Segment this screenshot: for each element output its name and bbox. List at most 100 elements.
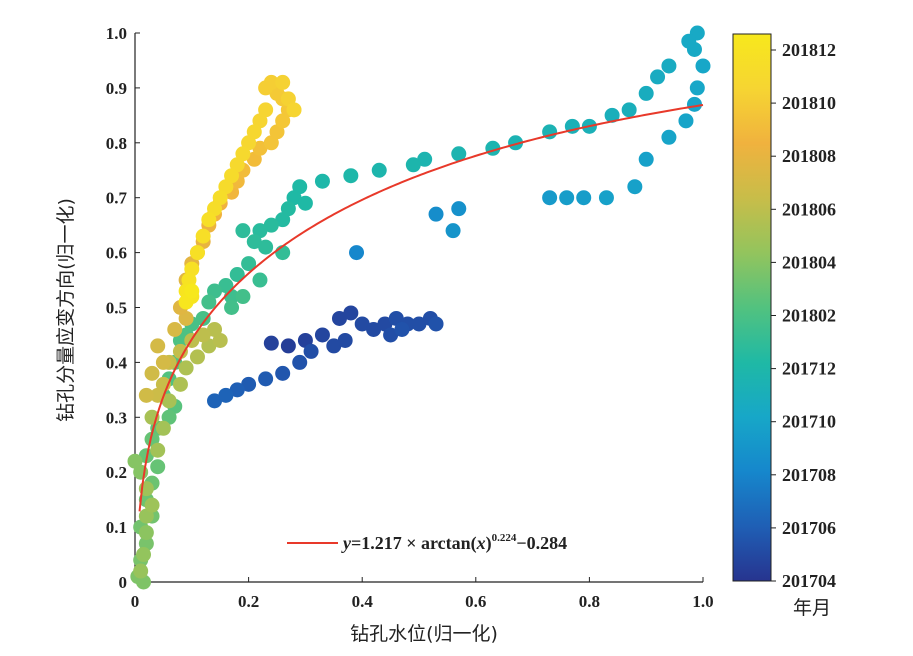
scatter-point — [207, 321, 223, 337]
scatter-point — [678, 113, 694, 129]
colorbar-tick-label: 201808 — [782, 146, 836, 166]
colorbar-tick-label: 201706 — [782, 518, 836, 538]
scatter-point — [366, 321, 382, 337]
legend: y=1.217 × arctan(x)0.224−0.284 — [287, 532, 567, 554]
legend-eq-tail: −0.284 — [516, 533, 567, 553]
scatter-point — [661, 58, 677, 74]
scatter-point — [508, 135, 524, 151]
scatter-point — [428, 206, 444, 222]
scatter-point — [405, 157, 421, 173]
scatter-point — [195, 228, 211, 244]
scatter-point — [349, 245, 365, 261]
scatter-point — [604, 107, 620, 123]
scatter-point — [138, 525, 154, 541]
x-tick-label: 0 — [131, 592, 140, 611]
x-tick-label: 0.4 — [352, 592, 374, 611]
scatter-point — [428, 316, 444, 332]
scatter-point — [144, 365, 160, 381]
scatter-point — [343, 168, 359, 184]
colorbar-tick-label: 201712 — [782, 359, 836, 379]
scatter-point — [138, 387, 154, 403]
scatter-point — [189, 245, 205, 261]
scatter-point — [263, 74, 279, 90]
scatter-point — [559, 190, 575, 206]
colorbar — [732, 33, 772, 582]
scatter-point — [314, 327, 330, 343]
y-axis-ticks: 0 0.1 0.2 0.3 0.4 0.5 0.6 0.7 0.8 0.9 1.0 — [106, 24, 140, 592]
y-tick-label: 0 — [119, 573, 128, 592]
x-tick-label: 0.6 — [465, 592, 486, 611]
scatter-point — [598, 190, 614, 206]
scatter-point — [451, 146, 467, 162]
colorbar-ticks: 201812 201810 201808 201806 201804 201802 2017… — [771, 40, 836, 591]
legend-eq-exp: 0.224 — [492, 532, 517, 544]
scatter-point — [576, 190, 592, 206]
scatter-point — [161, 393, 177, 409]
scatter-point — [229, 267, 245, 283]
x-tick-label: 0.2 — [238, 592, 259, 611]
scatter-point — [167, 321, 183, 337]
scatter-point — [638, 151, 654, 167]
colorbar-title: 年月 — [793, 597, 831, 619]
colorbar-tick-label: 201810 — [782, 93, 836, 113]
y-tick-label: 0.8 — [106, 134, 127, 153]
scatter-point — [275, 74, 291, 90]
scatter-point — [445, 223, 461, 239]
scatter-point — [189, 349, 205, 365]
scatter-point — [184, 283, 200, 299]
y-tick-label: 0.2 — [106, 463, 127, 482]
scatter-point — [263, 217, 279, 233]
scatter-point — [681, 33, 697, 49]
scatter-point — [241, 256, 257, 272]
scatter-point — [252, 140, 268, 156]
scatter-point — [394, 321, 410, 337]
x-axis-label: 钻孔水位(归一化) — [350, 623, 498, 645]
y-tick-label: 0.3 — [106, 408, 127, 427]
scatter-point — [275, 365, 291, 381]
colorbar-tick-label: 201804 — [782, 252, 836, 272]
legend-eq-x: x — [476, 533, 486, 553]
scatter-point — [201, 294, 217, 310]
scatter-points — [127, 25, 711, 590]
legend-label: y=1.217 × arctan(x)0.224−0.284 — [341, 532, 567, 554]
scatter-point — [150, 459, 166, 475]
scatter-point — [627, 179, 643, 195]
scatter-point — [144, 497, 160, 513]
scatter-point — [195, 327, 211, 343]
scatter-point — [661, 129, 677, 145]
scatter-point — [280, 338, 296, 354]
scatter-point — [542, 190, 558, 206]
legend-eq-main: =1.217 × arctan( — [351, 533, 477, 554]
scatter-point — [229, 382, 245, 398]
scatter-point — [263, 335, 279, 351]
scatter-point — [150, 442, 166, 458]
scatter-point — [224, 300, 240, 315]
scatter-point — [275, 212, 291, 228]
legend-eq-close: ) — [486, 533, 492, 554]
scatter-point — [326, 338, 342, 354]
scatter-point — [150, 338, 166, 354]
scatter-point — [451, 201, 467, 217]
scatter-point — [689, 80, 705, 96]
y-tick-label: 1.0 — [106, 24, 127, 43]
scatter-point — [621, 102, 637, 118]
scatter-point — [218, 387, 234, 403]
scatter-point — [155, 354, 171, 370]
scatter-point — [331, 310, 347, 326]
scatter-point — [417, 151, 433, 167]
y-tick-label: 0.4 — [106, 353, 128, 372]
scatter-point — [195, 310, 211, 326]
scatter-point — [155, 420, 171, 436]
scatter-point — [235, 289, 251, 305]
fit-curve — [138, 103, 704, 512]
scatter-point — [303, 343, 319, 359]
scatter-point — [650, 69, 666, 85]
scatter-point — [695, 58, 711, 74]
scatter-point — [297, 195, 313, 211]
scatter-point — [337, 332, 353, 348]
colorbar-tick-label: 201812 — [782, 40, 836, 60]
scatter-point — [201, 212, 217, 228]
y-tick-label: 0.1 — [106, 518, 127, 537]
scatter-point — [241, 376, 257, 392]
